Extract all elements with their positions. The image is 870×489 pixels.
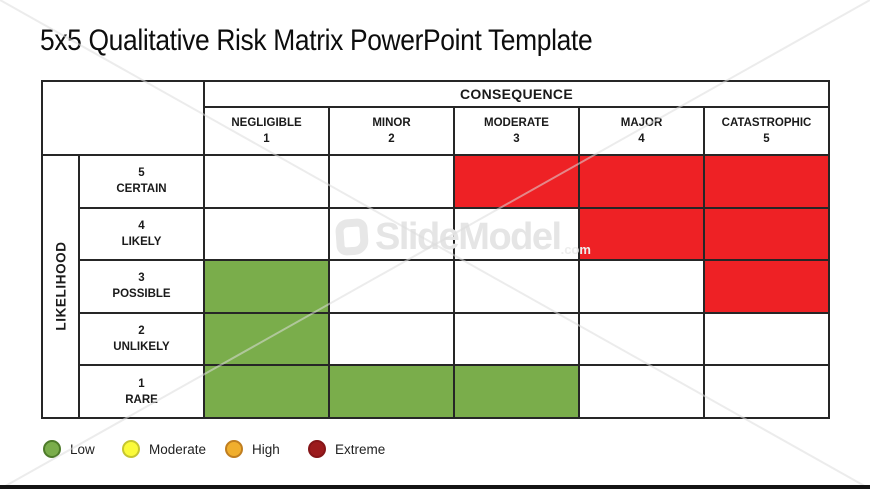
column-header-catastrophic: CATASTROPHIC 5 — [703, 106, 830, 156]
matrix-cell-r1-c5 — [703, 364, 830, 419]
matrix-cell-r2-c4 — [578, 311, 705, 367]
consequence-header-cell: CONSEQUENCE — [203, 80, 830, 108]
matrix-cell-r5-c3 — [453, 154, 580, 209]
row-label-rare: 1 RARE — [78, 364, 205, 419]
matrix-cell-r2-c1 — [203, 311, 330, 367]
legend-label-extreme: Extreme — [335, 441, 386, 457]
matrix-corner-cell — [41, 80, 205, 156]
matrix-cell-r1-c3 — [453, 364, 580, 419]
matrix-cell-r5-c2 — [328, 154, 455, 209]
matrix-cell-r5-c5 — [703, 154, 830, 209]
low-dot-icon — [43, 440, 61, 458]
high-dot-icon — [225, 440, 243, 458]
matrix-row-likely: 4 LIKELY — [42, 206, 830, 262]
row-label-certain: 5 CERTAIN — [78, 154, 205, 209]
legend-label-moderate: Moderate — [149, 441, 207, 457]
row-label-likely: 4 LIKELY — [78, 206, 205, 262]
matrix-cell-r1-c2 — [328, 364, 455, 419]
legend-label-high: High — [252, 441, 280, 457]
matrix-cell-r4-c3 — [453, 206, 580, 262]
matrix-row-rare: 1 RARE — [42, 364, 830, 419]
bottom-bar — [0, 485, 870, 489]
column-header-major: MAJOR 4 — [578, 106, 705, 156]
matrix-cell-r3-c2 — [328, 259, 455, 314]
row-label-unlikely: 2 UNLIKELY — [78, 311, 205, 367]
moderate-dot-icon — [122, 440, 140, 458]
matrix-cell-r4-c2 — [328, 206, 455, 262]
column-header-minor: MINOR 2 — [328, 106, 455, 156]
matrix-cell-r3-c1 — [203, 259, 330, 314]
column-header-moderate: MODERATE 3 — [453, 106, 580, 156]
matrix-cell-r3-c4 — [578, 259, 705, 314]
matrix-cell-r1-c1 — [203, 364, 330, 419]
matrix-cell-r5-c4 — [578, 154, 705, 209]
matrix-cell-r4-c1 — [203, 206, 330, 262]
row-label-possible: 3 POSSIBLE — [78, 259, 205, 314]
legend-item-low: Low — [43, 440, 95, 458]
matrix-cell-r4-c5 — [703, 206, 830, 262]
extreme-dot-icon — [308, 440, 326, 458]
likelihood-header-cell: LIKELIHOOD — [41, 154, 80, 419]
column-header-negligible: NEGLIGIBLE 1 — [203, 106, 330, 156]
matrix-cell-r3-c5 — [703, 259, 830, 314]
matrix-row-possible: 3 POSSIBLE — [42, 259, 830, 314]
matrix-cell-r2-c3 — [453, 311, 580, 367]
matrix-cell-r2-c5 — [703, 311, 830, 367]
matrix-cell-r2-c2 — [328, 311, 455, 367]
matrix-cell-r1-c4 — [578, 364, 705, 419]
matrix-cell-r3-c3 — [453, 259, 580, 314]
matrix-cell-r4-c4 — [578, 206, 705, 262]
legend-item-moderate: Moderate — [122, 440, 206, 458]
matrix-cell-r5-c1 — [203, 154, 330, 209]
page-title: 5x5 Qualitative Risk Matrix PowerPoint T… — [40, 24, 593, 57]
matrix-row-certain: LIKELIHOOD 5 CERTAIN — [41, 154, 830, 419]
legend-label-low: Low — [70, 441, 95, 457]
legend-item-extreme: Extreme — [308, 440, 385, 458]
matrix-row-unlikely: 2 UNLIKELY — [42, 311, 830, 367]
risk-matrix-table: CONSEQUENCE NEGLIGIBLE 1 MINOR 2 MODERAT… — [41, 80, 830, 419]
legend-item-high: High — [225, 440, 280, 458]
